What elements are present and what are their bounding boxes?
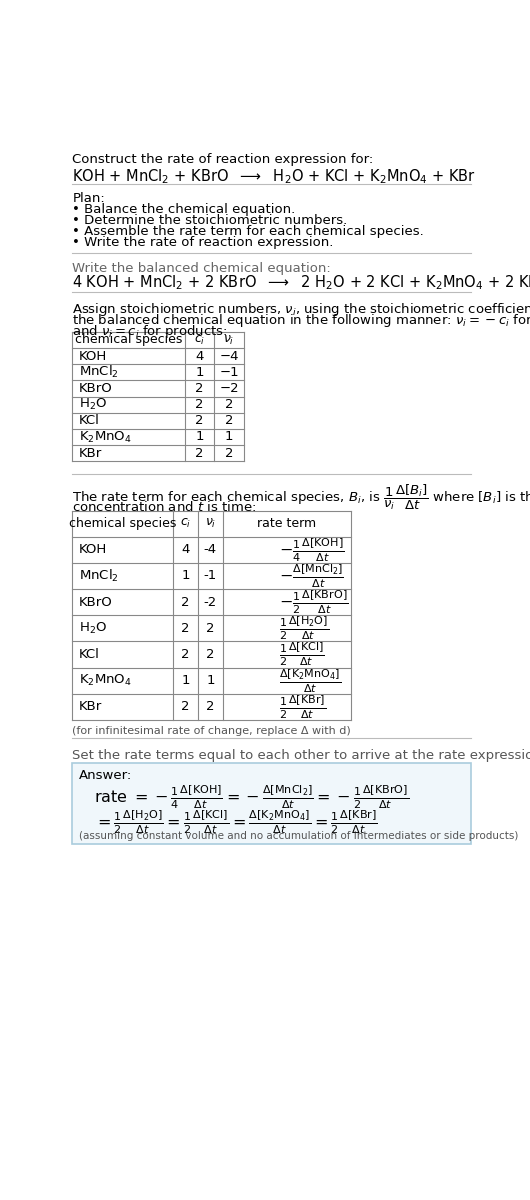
Text: $\frac{1}{2}\frac{\Delta[\mathrm{KBr}]}{\Delta t}$: $\frac{1}{2}\frac{\Delta[\mathrm{KBr}]}{…	[279, 692, 326, 721]
Text: −4: −4	[219, 349, 238, 362]
Text: 1: 1	[206, 674, 215, 688]
Text: 1: 1	[225, 431, 233, 444]
Text: KOH: KOH	[78, 349, 107, 362]
Text: rate term: rate term	[257, 517, 316, 530]
Text: 2: 2	[206, 622, 215, 635]
Text: 2: 2	[181, 648, 190, 661]
Text: (for infinitesimal rate of change, replace Δ with d): (for infinitesimal rate of change, repla…	[73, 726, 351, 736]
Text: Set the rate terms equal to each other to arrive at the rate expression:: Set the rate terms equal to each other t…	[73, 749, 530, 762]
Text: $-\frac{1}{4}\frac{\Delta[\mathrm{KOH}]}{\Delta t}$: $-\frac{1}{4}\frac{\Delta[\mathrm{KOH}]}…	[279, 536, 344, 564]
Text: H$_2$O: H$_2$O	[78, 397, 107, 412]
Text: KBr: KBr	[78, 701, 102, 713]
Text: MnCl$_2$: MnCl$_2$	[78, 365, 118, 380]
Text: 2: 2	[195, 446, 204, 460]
Text: 2: 2	[181, 701, 190, 713]
Text: $\nu_i$: $\nu_i$	[205, 517, 216, 530]
Text: K$_2$MnO$_4$: K$_2$MnO$_4$	[78, 430, 131, 444]
Text: 2: 2	[181, 622, 190, 635]
Text: • Balance the chemical equation.: • Balance the chemical equation.	[73, 203, 296, 216]
Text: 2: 2	[181, 595, 190, 608]
Text: 4: 4	[196, 349, 204, 362]
Text: Plan:: Plan:	[73, 192, 105, 205]
Text: rate $= -\frac{1}{4}\frac{\Delta[\mathrm{KOH}]}{\Delta t} = -\frac{\Delta[\mathr: rate $= -\frac{1}{4}\frac{\Delta[\mathrm…	[94, 784, 409, 811]
Text: 1: 1	[195, 366, 204, 379]
Text: -4: -4	[204, 544, 217, 557]
Text: KCl: KCl	[78, 414, 100, 427]
Text: -2: -2	[204, 595, 217, 608]
Text: 4 KOH + MnCl$_2$ + 2 KBrO  $\longrightarrow$  2 H$_2$O + 2 KCl + K$_2$MnO$_4$ + : 4 KOH + MnCl$_2$ + 2 KBrO $\longrightarr…	[73, 274, 530, 292]
Text: 2: 2	[206, 648, 215, 661]
Text: 2: 2	[195, 382, 204, 395]
Text: (assuming constant volume and no accumulation of intermediates or side products): (assuming constant volume and no accumul…	[78, 830, 518, 841]
Text: -1: -1	[204, 570, 217, 582]
Text: KBr: KBr	[78, 446, 102, 460]
Text: $-\frac{1}{2}\frac{\Delta[\mathrm{KBrO}]}{\Delta t}$: $-\frac{1}{2}\frac{\Delta[\mathrm{KBrO}]…	[279, 588, 348, 616]
Text: 2: 2	[195, 398, 204, 412]
Text: 2: 2	[206, 701, 215, 713]
Text: • Write the rate of reaction expression.: • Write the rate of reaction expression.	[73, 235, 334, 248]
Text: 2: 2	[225, 414, 233, 427]
Text: KBrO: KBrO	[78, 382, 112, 395]
Text: the balanced chemical equation in the following manner: $\nu_i = -c_i$ for react: the balanced chemical equation in the fo…	[73, 312, 530, 329]
Text: 4: 4	[181, 544, 190, 557]
Text: Assign stoichiometric numbers, $\nu_i$, using the stoichiometric coefficients, $: Assign stoichiometric numbers, $\nu_i$, …	[73, 301, 530, 318]
Text: $\frac{1}{2}\frac{\Delta[\mathrm{KCl}]}{\Delta t}$: $\frac{1}{2}\frac{\Delta[\mathrm{KCl}]}{…	[279, 641, 325, 668]
Text: • Assemble the rate term for each chemical species.: • Assemble the rate term for each chemic…	[73, 224, 424, 238]
Text: Answer:: Answer:	[78, 769, 132, 782]
Text: $\frac{\Delta[\mathrm{K_2MnO_4}]}{\Delta t}$: $\frac{\Delta[\mathrm{K_2MnO_4}]}{\Delta…	[279, 667, 341, 695]
Text: $\nu_i$: $\nu_i$	[223, 334, 235, 347]
Text: 1: 1	[181, 674, 190, 688]
Text: $-\frac{\Delta[\mathrm{MnCl_2}]}{\Delta t}$: $-\frac{\Delta[\mathrm{MnCl_2}]}{\Delta …	[279, 562, 344, 590]
Text: $c_i$: $c_i$	[194, 334, 205, 347]
Text: KOH + MnCl$_2$ + KBrO  $\longrightarrow$  H$_2$O + KCl + K$_2$MnO$_4$ + KBr: KOH + MnCl$_2$ + KBrO $\longrightarrow$ …	[73, 167, 476, 186]
Text: 2: 2	[225, 446, 233, 460]
Text: MnCl$_2$: MnCl$_2$	[78, 568, 118, 584]
Text: K$_2$MnO$_4$: K$_2$MnO$_4$	[78, 673, 131, 689]
Text: −2: −2	[219, 382, 239, 395]
Text: 2: 2	[225, 398, 233, 412]
Text: chemical species: chemical species	[69, 517, 176, 530]
Text: $\frac{1}{2}\frac{\Delta[\mathrm{H_2O}]}{\Delta t}$: $\frac{1}{2}\frac{\Delta[\mathrm{H_2O}]}…	[279, 614, 329, 642]
Text: 1: 1	[181, 570, 190, 582]
FancyBboxPatch shape	[73, 763, 471, 844]
Text: concentration and $t$ is time:: concentration and $t$ is time:	[73, 499, 257, 514]
Text: KOH: KOH	[78, 544, 107, 557]
Text: −1: −1	[219, 366, 239, 379]
Text: chemical species: chemical species	[75, 334, 182, 347]
Text: KCl: KCl	[78, 648, 100, 661]
Text: and $\nu_i = c_i$ for products:: and $\nu_i = c_i$ for products:	[73, 323, 228, 340]
Text: $c_i$: $c_i$	[180, 517, 191, 530]
Text: • Determine the stoichiometric numbers.: • Determine the stoichiometric numbers.	[73, 214, 348, 227]
Text: KBrO: KBrO	[78, 595, 112, 608]
Text: $= \frac{1}{2}\frac{\Delta[\mathrm{H_2O}]}{\Delta t} = \frac{1}{2}\frac{\Delta[\: $= \frac{1}{2}\frac{\Delta[\mathrm{H_2O}…	[94, 808, 378, 835]
Text: 1: 1	[195, 431, 204, 444]
Text: The rate term for each chemical species, $B_i$, is $\dfrac{1}{\nu_i}\dfrac{\Delt: The rate term for each chemical species,…	[73, 482, 530, 512]
Text: H$_2$O: H$_2$O	[78, 620, 107, 636]
Text: Write the balanced chemical equation:: Write the balanced chemical equation:	[73, 262, 331, 275]
Text: 2: 2	[195, 414, 204, 427]
Text: Construct the rate of reaction expression for:: Construct the rate of reaction expressio…	[73, 154, 374, 167]
